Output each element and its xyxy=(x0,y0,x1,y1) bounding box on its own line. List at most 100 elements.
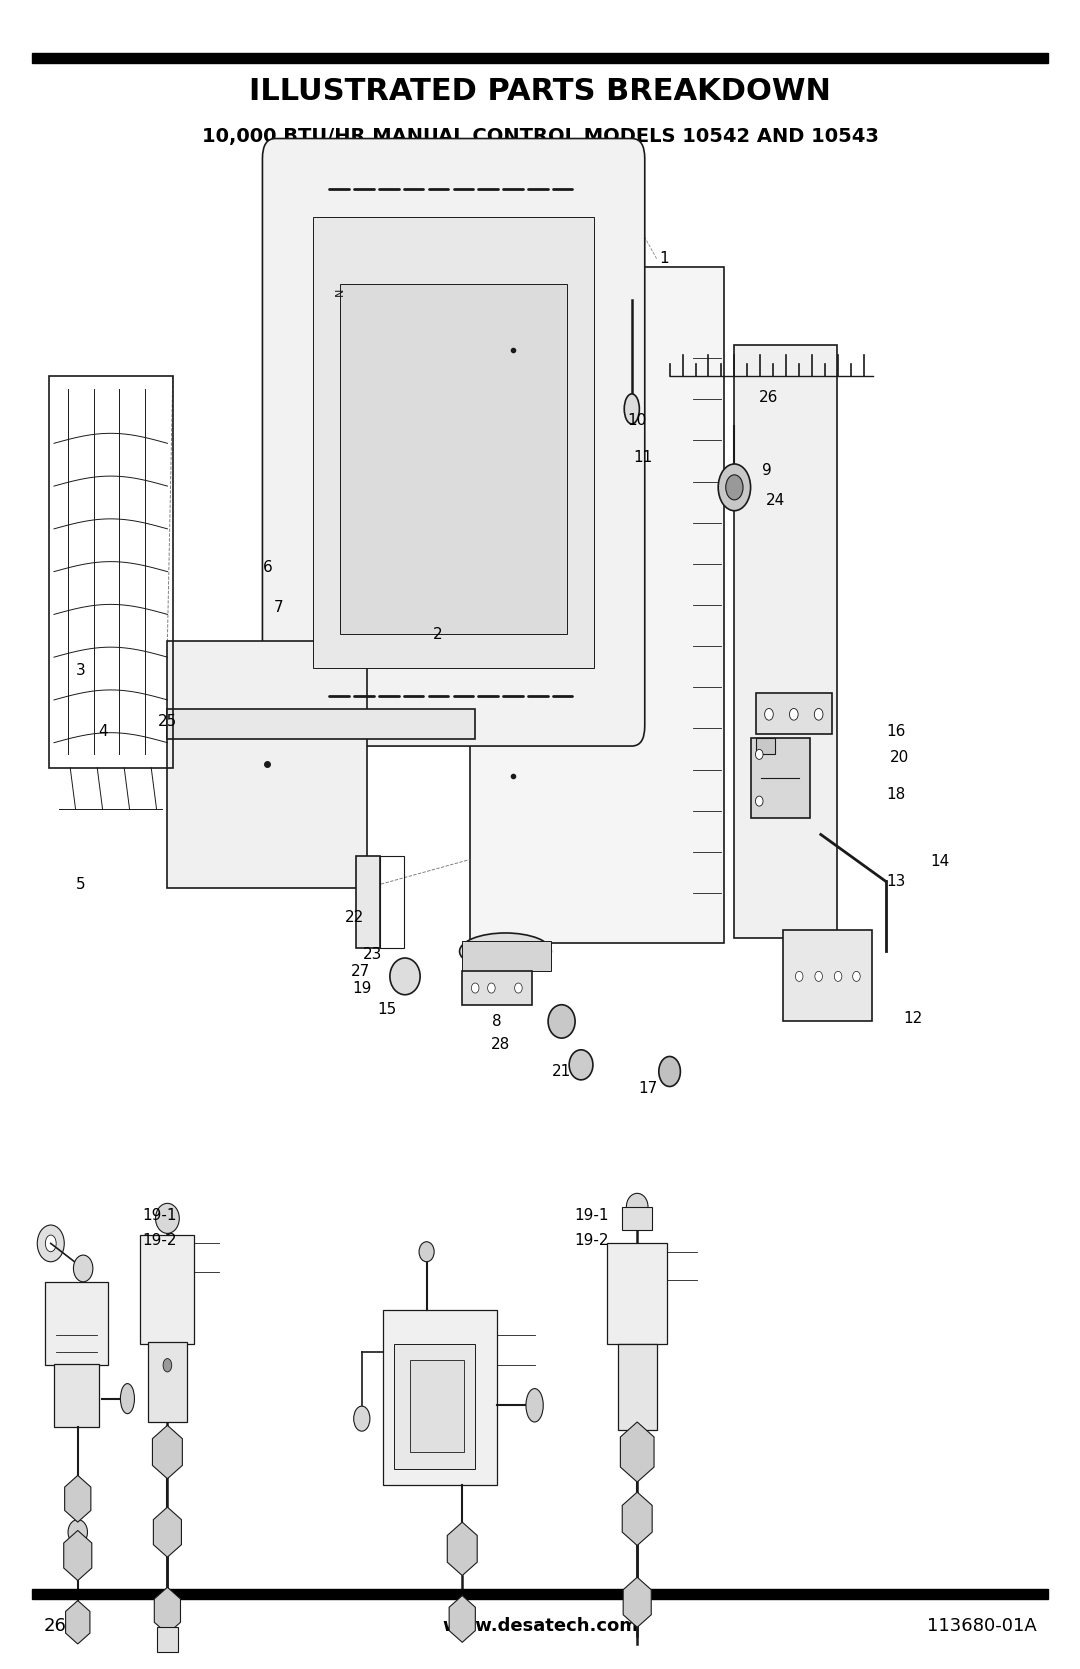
Bar xyxy=(462,941,551,971)
Polygon shape xyxy=(64,1530,92,1581)
Text: 19-1: 19-1 xyxy=(143,1208,177,1222)
Text: 26: 26 xyxy=(759,391,779,404)
Bar xyxy=(751,738,810,818)
Text: 28: 28 xyxy=(490,1038,510,1051)
Ellipse shape xyxy=(73,1255,93,1282)
Ellipse shape xyxy=(659,1056,680,1087)
Polygon shape xyxy=(154,1587,180,1634)
Bar xyxy=(783,930,872,1021)
Ellipse shape xyxy=(37,1225,64,1262)
Text: 20: 20 xyxy=(890,751,909,764)
Bar xyxy=(32,53,1048,63)
Polygon shape xyxy=(66,1601,90,1644)
Text: 19: 19 xyxy=(352,981,372,995)
Bar xyxy=(45,1282,108,1365)
Ellipse shape xyxy=(514,983,523,993)
Ellipse shape xyxy=(549,1005,576,1038)
Text: 19-1: 19-1 xyxy=(575,1208,609,1222)
Text: 18: 18 xyxy=(887,788,906,801)
Ellipse shape xyxy=(718,464,751,511)
Text: 7: 7 xyxy=(274,601,283,614)
Bar xyxy=(756,738,775,754)
Ellipse shape xyxy=(569,1050,593,1080)
Text: 8: 8 xyxy=(492,1015,501,1028)
Ellipse shape xyxy=(756,796,762,806)
Ellipse shape xyxy=(814,708,823,721)
Ellipse shape xyxy=(353,1405,369,1430)
Text: 10,000 BTU/HR MANUAL CONTROL MODELS 10542 AND 10543: 10,000 BTU/HR MANUAL CONTROL MODELS 1054… xyxy=(202,127,878,147)
Text: 15: 15 xyxy=(377,1003,396,1016)
Bar xyxy=(356,856,380,948)
Bar xyxy=(32,1589,1048,1599)
Text: 16: 16 xyxy=(887,724,906,738)
Text: 13: 13 xyxy=(887,875,906,888)
FancyBboxPatch shape xyxy=(262,139,645,746)
Bar xyxy=(756,693,832,734)
Bar xyxy=(54,1364,99,1427)
Ellipse shape xyxy=(726,476,743,501)
Text: 9: 9 xyxy=(761,464,772,477)
Bar xyxy=(148,1342,187,1422)
Text: 24: 24 xyxy=(766,494,785,507)
Text: 2: 2 xyxy=(433,628,442,641)
Bar xyxy=(383,1310,497,1485)
Ellipse shape xyxy=(835,971,842,981)
Text: 12: 12 xyxy=(903,1011,922,1025)
Polygon shape xyxy=(622,1492,652,1545)
Bar xyxy=(380,856,404,948)
Ellipse shape xyxy=(460,933,552,970)
Bar xyxy=(340,284,567,634)
Text: 27: 27 xyxy=(351,965,370,978)
Bar xyxy=(618,1344,657,1430)
Ellipse shape xyxy=(795,971,804,981)
Ellipse shape xyxy=(419,1242,434,1262)
Ellipse shape xyxy=(624,394,639,424)
Polygon shape xyxy=(447,1522,477,1576)
Text: 21: 21 xyxy=(552,1065,571,1078)
Text: 26: 26 xyxy=(43,1617,66,1634)
Ellipse shape xyxy=(626,1193,648,1220)
Ellipse shape xyxy=(815,971,823,981)
Text: 4: 4 xyxy=(98,724,107,738)
Bar xyxy=(167,641,367,888)
Bar xyxy=(734,345,837,938)
Bar xyxy=(607,1243,667,1344)
Polygon shape xyxy=(449,1596,475,1642)
Text: 23: 23 xyxy=(363,948,382,961)
Bar xyxy=(410,1360,464,1452)
Text: 19-2: 19-2 xyxy=(143,1233,177,1247)
Ellipse shape xyxy=(488,983,496,993)
Text: 10: 10 xyxy=(627,414,647,427)
Polygon shape xyxy=(65,1475,91,1522)
Ellipse shape xyxy=(765,708,773,721)
Text: N: N xyxy=(335,287,346,297)
Bar xyxy=(140,1235,194,1344)
Polygon shape xyxy=(152,1425,183,1479)
Text: 113680-01A: 113680-01A xyxy=(927,1617,1037,1634)
Bar xyxy=(49,376,173,768)
Ellipse shape xyxy=(526,1389,543,1422)
Ellipse shape xyxy=(789,708,798,721)
Text: 6: 6 xyxy=(262,561,273,574)
Polygon shape xyxy=(620,1422,654,1482)
Ellipse shape xyxy=(156,1203,179,1233)
Text: 22: 22 xyxy=(345,911,364,925)
Text: 5: 5 xyxy=(77,878,85,891)
Ellipse shape xyxy=(163,1359,172,1372)
Text: www.desatech.com: www.desatech.com xyxy=(442,1617,638,1634)
Ellipse shape xyxy=(45,1235,56,1252)
Bar xyxy=(157,1627,178,1652)
Text: 1: 1 xyxy=(660,252,669,265)
Ellipse shape xyxy=(853,971,861,981)
Text: 17: 17 xyxy=(638,1082,658,1095)
Ellipse shape xyxy=(472,983,480,993)
Text: ILLUSTRATED PARTS BREAKDOWN: ILLUSTRATED PARTS BREAKDOWN xyxy=(249,77,831,107)
Text: 25: 25 xyxy=(158,714,177,728)
Ellipse shape xyxy=(68,1519,87,1545)
Bar xyxy=(167,709,475,739)
Polygon shape xyxy=(153,1507,181,1557)
Ellipse shape xyxy=(121,1384,135,1414)
Bar xyxy=(622,1207,652,1230)
Bar xyxy=(394,1344,475,1469)
Text: 11: 11 xyxy=(633,451,652,464)
